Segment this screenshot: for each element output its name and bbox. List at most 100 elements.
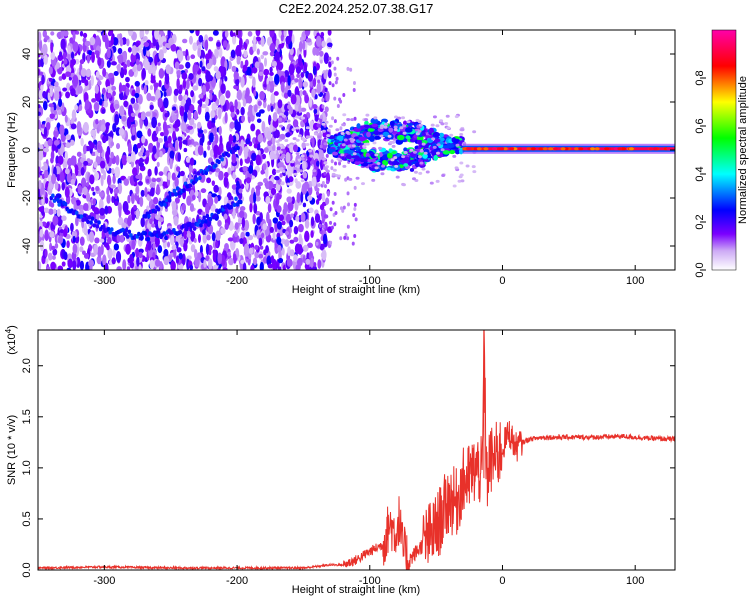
spectrogram-cell bbox=[315, 35, 322, 47]
spectrogram-cell bbox=[43, 54, 49, 65]
spectrogram-cell bbox=[325, 90, 330, 102]
spectrogram-cell bbox=[330, 159, 334, 164]
spectrogram-cell bbox=[339, 126, 343, 131]
spectrogram-cell bbox=[100, 174, 104, 187]
spectrogram-cell bbox=[54, 81, 59, 88]
spectrogram-cell bbox=[65, 91, 71, 99]
spectrogram-cell bbox=[300, 154, 305, 158]
spectrogram-cell bbox=[149, 96, 156, 102]
spectrogram-cell bbox=[43, 207, 50, 214]
spectrogram-cell bbox=[209, 148, 214, 158]
spectrogram-cell bbox=[234, 99, 238, 109]
spectrogram-cell bbox=[39, 71, 44, 76]
spectrogram-cell bbox=[421, 142, 426, 146]
spectrogram-cell bbox=[254, 195, 261, 202]
spectrogram-cell bbox=[370, 118, 379, 124]
spectrogram-cell bbox=[182, 50, 186, 57]
spectrogram-cell bbox=[367, 159, 372, 163]
spectrogram-cell bbox=[107, 247, 113, 260]
spectrogram-cell bbox=[314, 94, 318, 100]
spectrogram-cell bbox=[217, 252, 223, 265]
spectrogram-cell bbox=[57, 109, 62, 116]
spectrogram-cell bbox=[132, 66, 137, 73]
spectrogram-cell bbox=[231, 152, 237, 164]
spectrogram-cell bbox=[299, 89, 303, 97]
spectrogram-cell bbox=[144, 118, 149, 127]
spectrogram-cell bbox=[460, 179, 465, 183]
spectrogram-cell bbox=[286, 119, 291, 123]
spectrogram-cell bbox=[177, 50, 184, 62]
spectrogram-cell bbox=[42, 90, 47, 99]
spectrogram-cell bbox=[57, 155, 64, 165]
spectrogram-cell bbox=[50, 245, 56, 251]
spectrogram-cell bbox=[311, 88, 316, 98]
spectrogram-cell bbox=[83, 222, 88, 234]
spectrogram-cell bbox=[192, 226, 197, 231]
spectrogram-cell bbox=[390, 158, 395, 162]
spectrogram-cell bbox=[409, 148, 414, 152]
spectrogram-cell bbox=[277, 161, 284, 168]
spectrogram-cell bbox=[287, 182, 292, 186]
spectrogram-cell bbox=[137, 180, 143, 186]
spectrogram-cell bbox=[253, 104, 258, 113]
spectrogram-cell bbox=[298, 76, 302, 89]
spectrogram-cell bbox=[121, 115, 127, 122]
spectrogram-cell bbox=[309, 120, 315, 130]
spectrogram-cell bbox=[143, 41, 150, 47]
spectrogram-cell bbox=[135, 247, 139, 258]
spectrogram-cell bbox=[43, 126, 48, 138]
spectrogram-cell bbox=[275, 194, 280, 207]
snr-series bbox=[38, 330, 675, 570]
spectrogram-cell bbox=[111, 85, 117, 91]
spectrogram-cell bbox=[89, 264, 93, 270]
spectrogram-cell bbox=[290, 160, 295, 164]
spectrogram-cell bbox=[285, 35, 291, 45]
colorbar-tick-label: 0.4 bbox=[694, 166, 706, 181]
spectrogram-cell bbox=[121, 154, 128, 166]
spectrogram-cell bbox=[417, 129, 422, 133]
spectrogram-cell bbox=[74, 210, 79, 216]
spectrogram-cell bbox=[157, 137, 163, 143]
spectrogram-cell bbox=[483, 147, 489, 151]
spectrogram-cell bbox=[93, 244, 99, 256]
spectrogram-cell bbox=[146, 223, 152, 228]
spectrogram-cell bbox=[613, 147, 619, 151]
spectrogram-cell bbox=[343, 149, 351, 154]
spectrogram-cell bbox=[293, 254, 298, 263]
spectrogram-cell bbox=[58, 98, 63, 107]
spectrogram-cell bbox=[198, 129, 204, 134]
spectrogram-cell bbox=[353, 185, 357, 190]
spectrogram-cell bbox=[216, 41, 221, 47]
spectrogram-cell bbox=[185, 156, 191, 163]
spectrogram-cell bbox=[99, 160, 106, 169]
spectrogram-cell bbox=[165, 64, 171, 75]
spectrogram-cell bbox=[402, 124, 407, 128]
spectrogram-cell bbox=[210, 161, 215, 166]
spectrogram-cell bbox=[189, 117, 195, 126]
spectrogram-cell bbox=[309, 135, 314, 139]
spectrogram-cell bbox=[303, 244, 309, 252]
spectrogram-cell bbox=[183, 111, 188, 123]
spectrogram-cell bbox=[206, 62, 212, 70]
spectrogram-cell bbox=[236, 89, 243, 101]
spectrogram-cell bbox=[331, 151, 339, 156]
spectrogram-cell bbox=[116, 266, 122, 270]
spectrogram-cell bbox=[415, 132, 420, 136]
spectrogram-cell bbox=[140, 235, 144, 241]
spectrogram-cell bbox=[304, 219, 310, 229]
spectrogram-cell bbox=[243, 219, 250, 231]
spectrogram-cell bbox=[573, 147, 579, 151]
spectrogram-cell bbox=[61, 181, 66, 191]
spectrogram-cell bbox=[459, 133, 464, 137]
spectrogram-cell bbox=[145, 150, 150, 157]
spectrogram-cell bbox=[93, 101, 100, 112]
spectrogram-cell bbox=[521, 147, 527, 151]
y-tick-label: 2.0 bbox=[21, 358, 33, 373]
spectrogram-cell bbox=[266, 255, 272, 267]
x-tick-label: 0 bbox=[499, 275, 505, 287]
spectrogram-cell bbox=[53, 109, 58, 116]
spectrogram-cell bbox=[277, 61, 284, 71]
spectrogram-cell bbox=[277, 99, 283, 109]
spectrogram-cell bbox=[65, 142, 71, 149]
spectrogram-cell bbox=[244, 42, 248, 51]
